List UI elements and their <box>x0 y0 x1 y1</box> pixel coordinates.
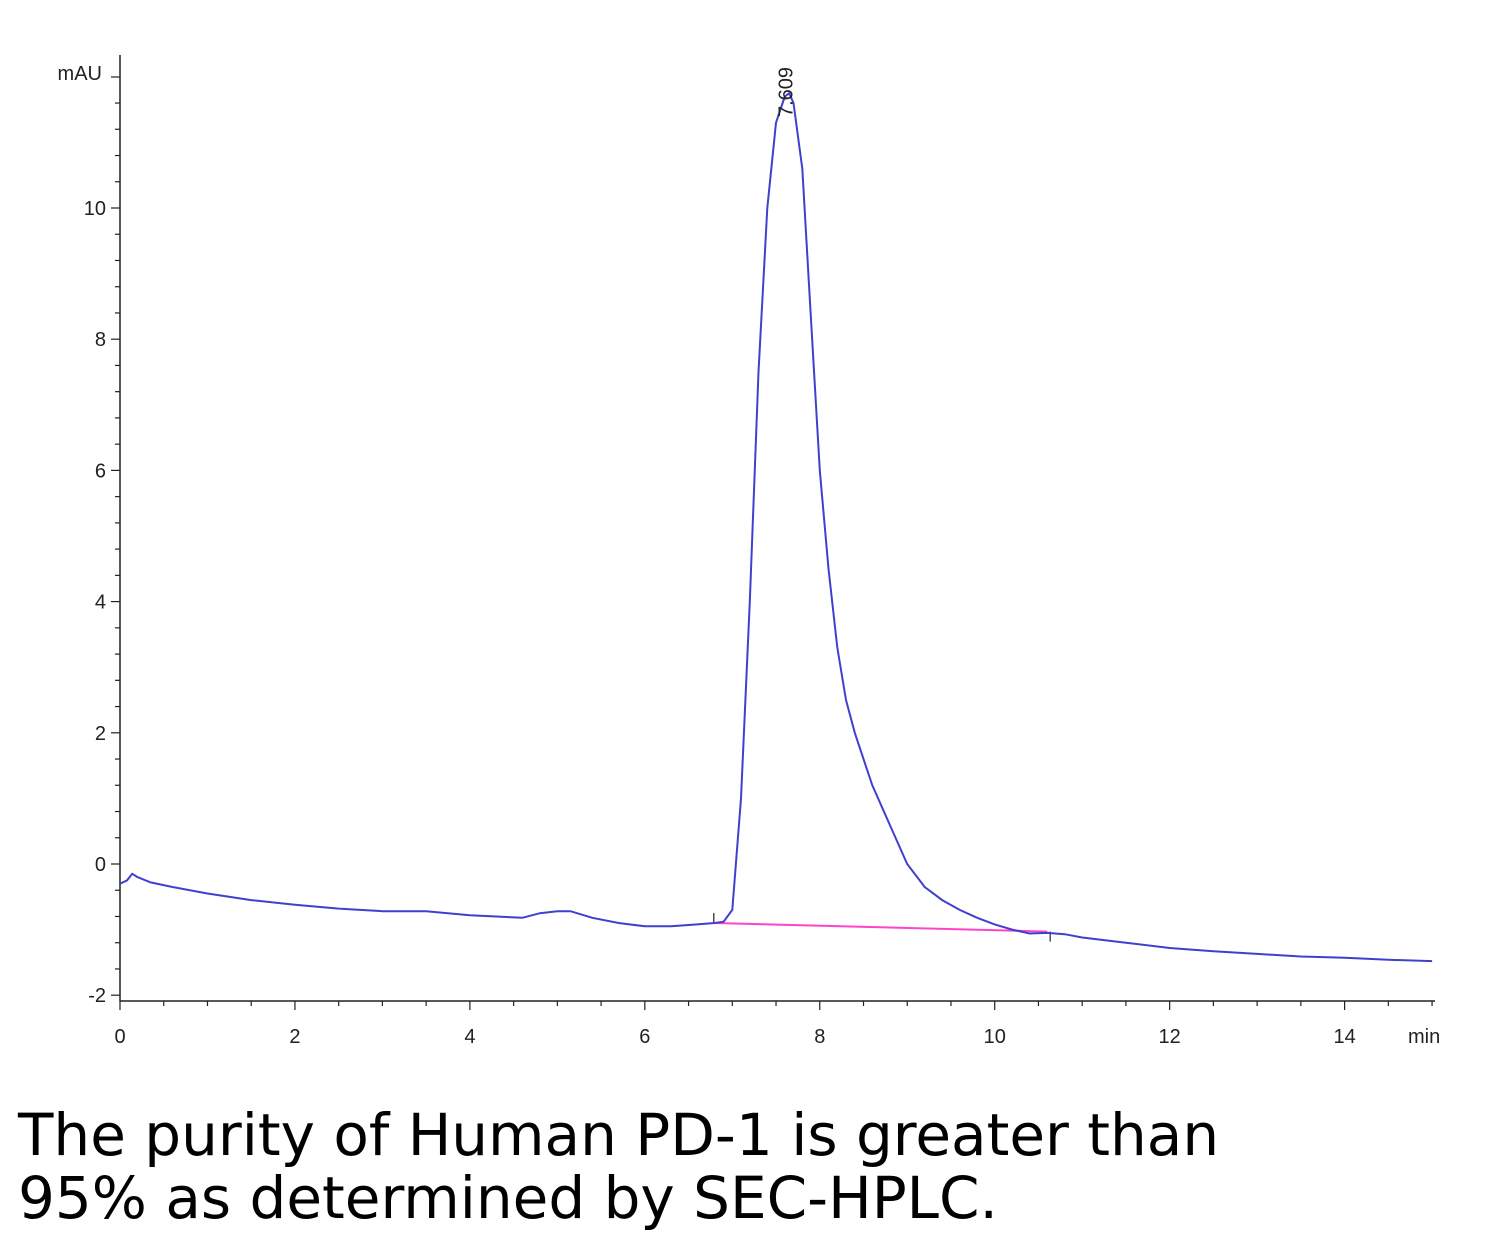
y-axis-label: mAU <box>58 63 102 85</box>
peak-retention-time-label: 7.609 <box>776 67 798 117</box>
caption-line-2: 95% as determined by SEC-HPLC. <box>18 1164 998 1232</box>
y-tick-label: -2 <box>88 985 106 1007</box>
x-tick-label: 14 <box>1333 1026 1355 1048</box>
x-tick-label: 2 <box>289 1026 300 1048</box>
x-tick-label: 4 <box>464 1026 475 1048</box>
y-tick-label: 2 <box>95 723 106 745</box>
x-tick-label: 10 <box>984 1026 1006 1048</box>
x-axis-label: min <box>1408 1026 1440 1048</box>
x-tick-label: 0 <box>114 1026 125 1048</box>
y-tick-label: 10 <box>84 198 106 220</box>
axes-layer: -2 0 2 4 6 8 10 0 2 4 6 8 10 12 14 <box>84 55 1435 1048</box>
caption-line-1: The purity of Human PD-1 is greater than <box>18 1101 1220 1169</box>
y-tick-label: 4 <box>95 592 106 614</box>
chromatogram-chart: -2 0 2 4 6 8 10 0 2 4 6 8 10 12 14 mAU min 7.609 <box>58 55 1440 1048</box>
figure-caption: The purity of Human PD-1 is greater than… <box>18 1104 1318 1230</box>
integration-baseline <box>714 922 1048 933</box>
y-tick-label: 8 <box>95 329 106 351</box>
x-tick-label: 12 <box>1159 1026 1181 1048</box>
chromatogram-trace <box>119 91 1433 963</box>
x-tick-label: 8 <box>814 1026 825 1048</box>
y-tick-label: 0 <box>95 854 106 876</box>
y-tick-label: 6 <box>95 460 106 482</box>
x-tick-label: 6 <box>639 1026 650 1048</box>
